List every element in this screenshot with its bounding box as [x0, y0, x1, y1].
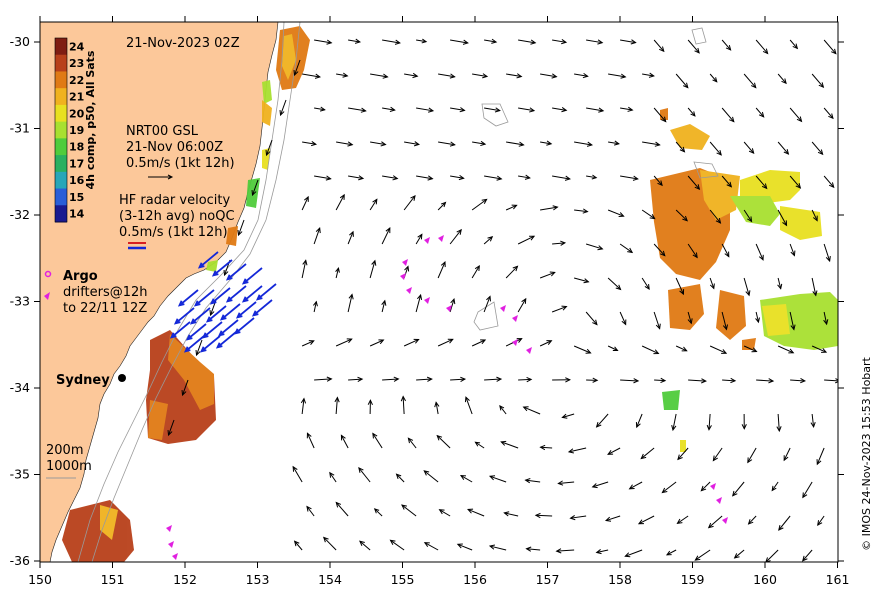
x-tick-label: 153 [246, 572, 270, 587]
drifter-point [166, 525, 172, 532]
radar-legend-line2: (3-12h avg) noQC [119, 209, 235, 224]
colorbar-swatch [55, 121, 67, 139]
x-tick-label: 151 [101, 572, 125, 587]
city-label: Sydney [56, 373, 110, 388]
model-legend: NRT00 GSL 21-Nov 06:00Z 0.5m/s (1kt 12h) [126, 124, 235, 180]
y-axis: -30 -31 -32 -33 -34 -35 -36 [10, 34, 844, 568]
colorbar-tick-label: 18 [69, 141, 84, 154]
x-tick-label: 155 [391, 572, 415, 587]
drifter-point [512, 315, 518, 322]
radar-legend: HF radar velocity (3-12h avg) noQC 0.5m/… [119, 193, 235, 250]
x-tick-label: 158 [608, 572, 632, 587]
surface-current-vectors [167, 38, 838, 562]
argo-drifter-tracks [166, 235, 728, 560]
colorbar-tick-label: 23 [69, 57, 84, 70]
colorbar-tick-label: 14 [69, 208, 85, 221]
sydney-marker [118, 374, 126, 382]
colorbar-tick-label: 20 [69, 107, 85, 120]
colorbar-swatch [55, 171, 67, 190]
colorbar-tick-label: 21 [69, 91, 84, 104]
drifter-point [406, 287, 412, 294]
argo-legend-line2: to 22/11 12Z [63, 301, 147, 316]
colorbar-label: 4h comp, p50, All Sats [84, 50, 97, 189]
argo-marker [44, 270, 52, 278]
y-tick-label: -34 [10, 380, 30, 395]
colorbar-swatch [55, 104, 67, 123]
argo-legend-line1: drifters@12h [63, 285, 148, 300]
x-tick-label: 152 [173, 572, 197, 587]
x-axis: 150 151 152 153 154 155 156 157 158 159 160 161 [28, 16, 849, 587]
drifter-point [446, 305, 452, 312]
bathymetry-contours [77, 22, 719, 562]
colorbar-tick-label: 22 [69, 74, 84, 87]
x-tick-label: 150 [28, 572, 52, 587]
x-tick-label: 156 [463, 572, 487, 587]
drifter-point [172, 553, 178, 560]
colorbar-swatch [55, 155, 67, 173]
colorbar-swatch [55, 138, 67, 156]
x-tick-label: 161 [826, 572, 850, 587]
drifter-point [424, 237, 430, 244]
drifter-point [400, 273, 406, 280]
plot-frame [39, 21, 839, 563]
x-tick-label: 154 [318, 572, 342, 587]
hf-radar-vectors [169, 251, 277, 353]
colorbar-tick-label: 15 [69, 191, 84, 204]
drifter-point [168, 541, 174, 548]
y-tick-label: -36 [10, 553, 30, 568]
colorbar-tick-label: 16 [69, 174, 85, 187]
drifter-point [402, 259, 408, 266]
colorbar-ticks: 24 23 22 21 20 19 18 17 16 15 14 [69, 40, 85, 220]
argo-legend: Argo drifters@12h to 22/11 12Z [44, 269, 148, 316]
contour-legend-200m: 200m [46, 443, 83, 458]
drifter-point [438, 235, 444, 242]
colorbar-tick-label: 24 [69, 40, 85, 53]
colorbar-swatch [55, 38, 67, 56]
drifter-point [716, 497, 722, 504]
model-legend-line1: NRT00 GSL [126, 124, 199, 139]
contour-legend-1000m: 1000m [46, 459, 92, 474]
y-tick-label: -30 [10, 34, 30, 49]
x-tick-label: 160 [753, 572, 777, 587]
drifter-point [710, 483, 716, 490]
y-tick-label: -33 [10, 294, 30, 309]
model-legend-line2: 21-Nov 06:00Z [126, 140, 223, 155]
map-title: 21-Nov-2023 02Z [126, 36, 240, 51]
x-tick-label: 159 [681, 572, 705, 587]
drifter-point [424, 297, 430, 304]
drifter-point [722, 517, 728, 524]
colorbar-swatch [55, 88, 67, 106]
colorbar: 4h comp, p50, All Sats [54, 37, 97, 223]
y-tick-label: -35 [10, 467, 30, 482]
radar-legend-line3: 0.5m/s (1kt 12h) [119, 225, 228, 240]
argo-legend-title: Argo [63, 269, 98, 284]
drifter-point [526, 347, 532, 354]
land-australia [40, 22, 279, 562]
colorbar-swatch [55, 205, 67, 223]
x-tick-label: 157 [536, 572, 560, 587]
colorbar-swatch [55, 54, 67, 72]
drifter-point [500, 305, 506, 312]
colorbar-tick-label: 19 [69, 124, 84, 137]
model-legend-line3: 0.5m/s (1kt 12h) [126, 156, 235, 171]
drifter-point [512, 339, 518, 346]
y-tick-label: -32 [10, 207, 30, 222]
colorbar-tick-label: 17 [69, 157, 84, 170]
radar-legend-line1: HF radar velocity [119, 193, 231, 208]
drifter-marker [44, 292, 50, 300]
colorbar-swatch [55, 188, 67, 206]
credit-text: © IMOS 24-Nov-2023 15:53 Hobart [860, 356, 873, 550]
colorbar-swatch [55, 71, 67, 89]
y-tick-label: -31 [10, 121, 30, 136]
